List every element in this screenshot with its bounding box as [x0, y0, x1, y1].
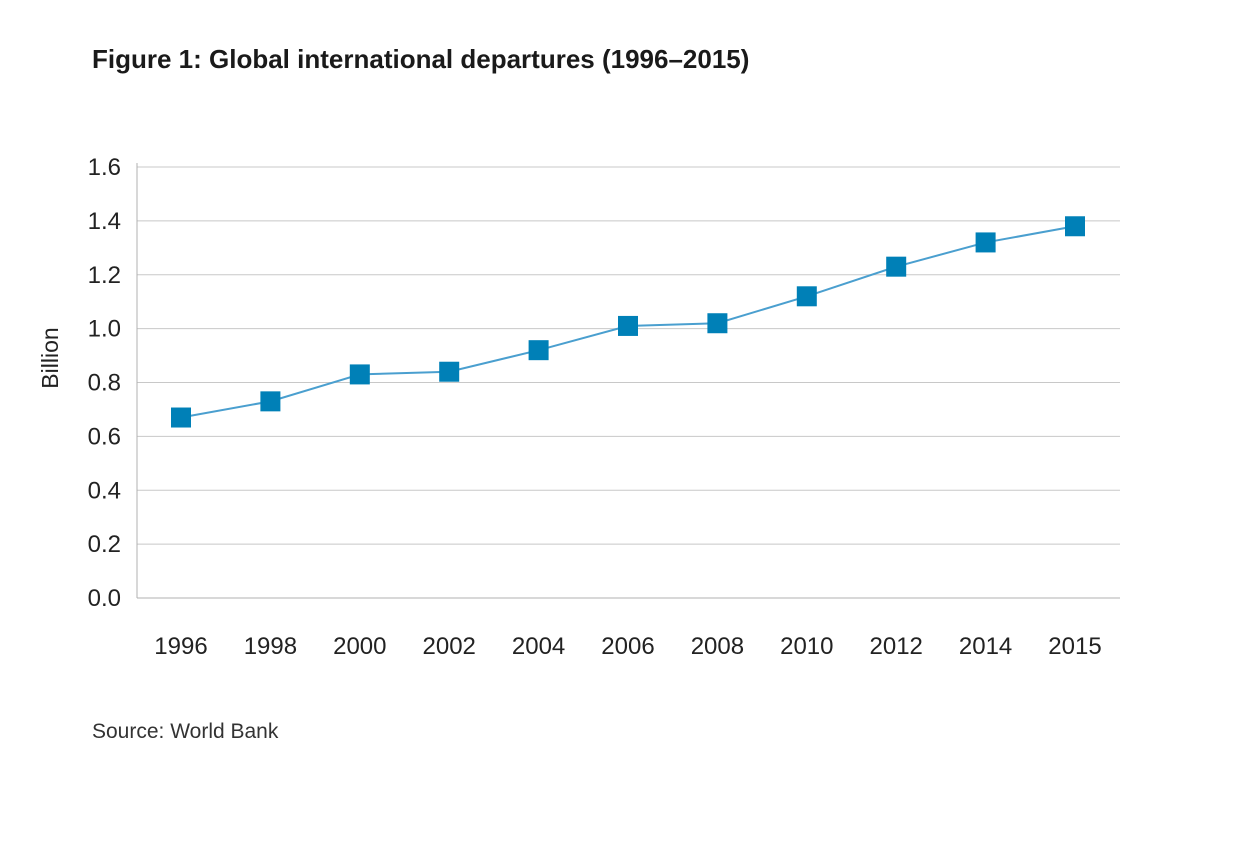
y-tick-label: 0.2 — [88, 531, 121, 558]
x-tick-label: 2000 — [333, 633, 386, 660]
y-tick-label: 1.6 — [88, 154, 121, 181]
y-axis-title: Billion — [37, 327, 63, 388]
data-point — [171, 407, 191, 428]
data-point — [528, 340, 549, 361]
x-tick-label: 2008 — [691, 633, 744, 660]
data-point — [439, 361, 460, 382]
x-tick-label: 2012 — [870, 633, 923, 660]
series-markers — [171, 216, 1085, 428]
y-tick-label: 0.0 — [88, 585, 121, 612]
x-tick-labels: 1996 1998 2000 2002 2004 2006 2008 2010 2012 2014… — [154, 633, 1101, 660]
y-tick-label: 0.8 — [88, 370, 121, 397]
source-note: Source: World Bank — [92, 720, 279, 743]
x-tick-label: 2014 — [959, 633, 1012, 660]
data-point — [707, 313, 728, 334]
x-tick-label: 1996 — [154, 633, 207, 660]
y-tick-label: 1.2 — [88, 262, 121, 289]
data-point — [349, 364, 370, 385]
data-point — [1065, 216, 1085, 237]
y-tick-labels: 0.0 0.2 0.4 0.6 0.8 1.0 1.2 1.4 1.6 — [88, 154, 121, 612]
x-tick-label: 2010 — [780, 633, 833, 660]
gridlines — [137, 166, 1120, 545]
x-tick-label: 2006 — [601, 633, 654, 660]
axes — [136, 163, 1120, 599]
y-tick-label: 1.0 — [88, 316, 121, 343]
x-tick-label: 1998 — [244, 633, 297, 660]
chart-title: Figure 1: Global international departure… — [92, 44, 750, 74]
y-tick-label: 0.6 — [88, 423, 121, 450]
y-tick-label: 0.4 — [88, 477, 121, 504]
y-tick-label: 1.4 — [88, 208, 121, 235]
data-point — [260, 391, 281, 412]
data-point — [796, 286, 817, 307]
data-point — [886, 256, 907, 277]
data-point — [618, 315, 638, 336]
x-tick-label: 2004 — [512, 633, 565, 660]
x-tick-label: 2015 — [1048, 633, 1101, 660]
x-tick-label: 2002 — [423, 633, 476, 660]
data-point — [975, 232, 996, 253]
